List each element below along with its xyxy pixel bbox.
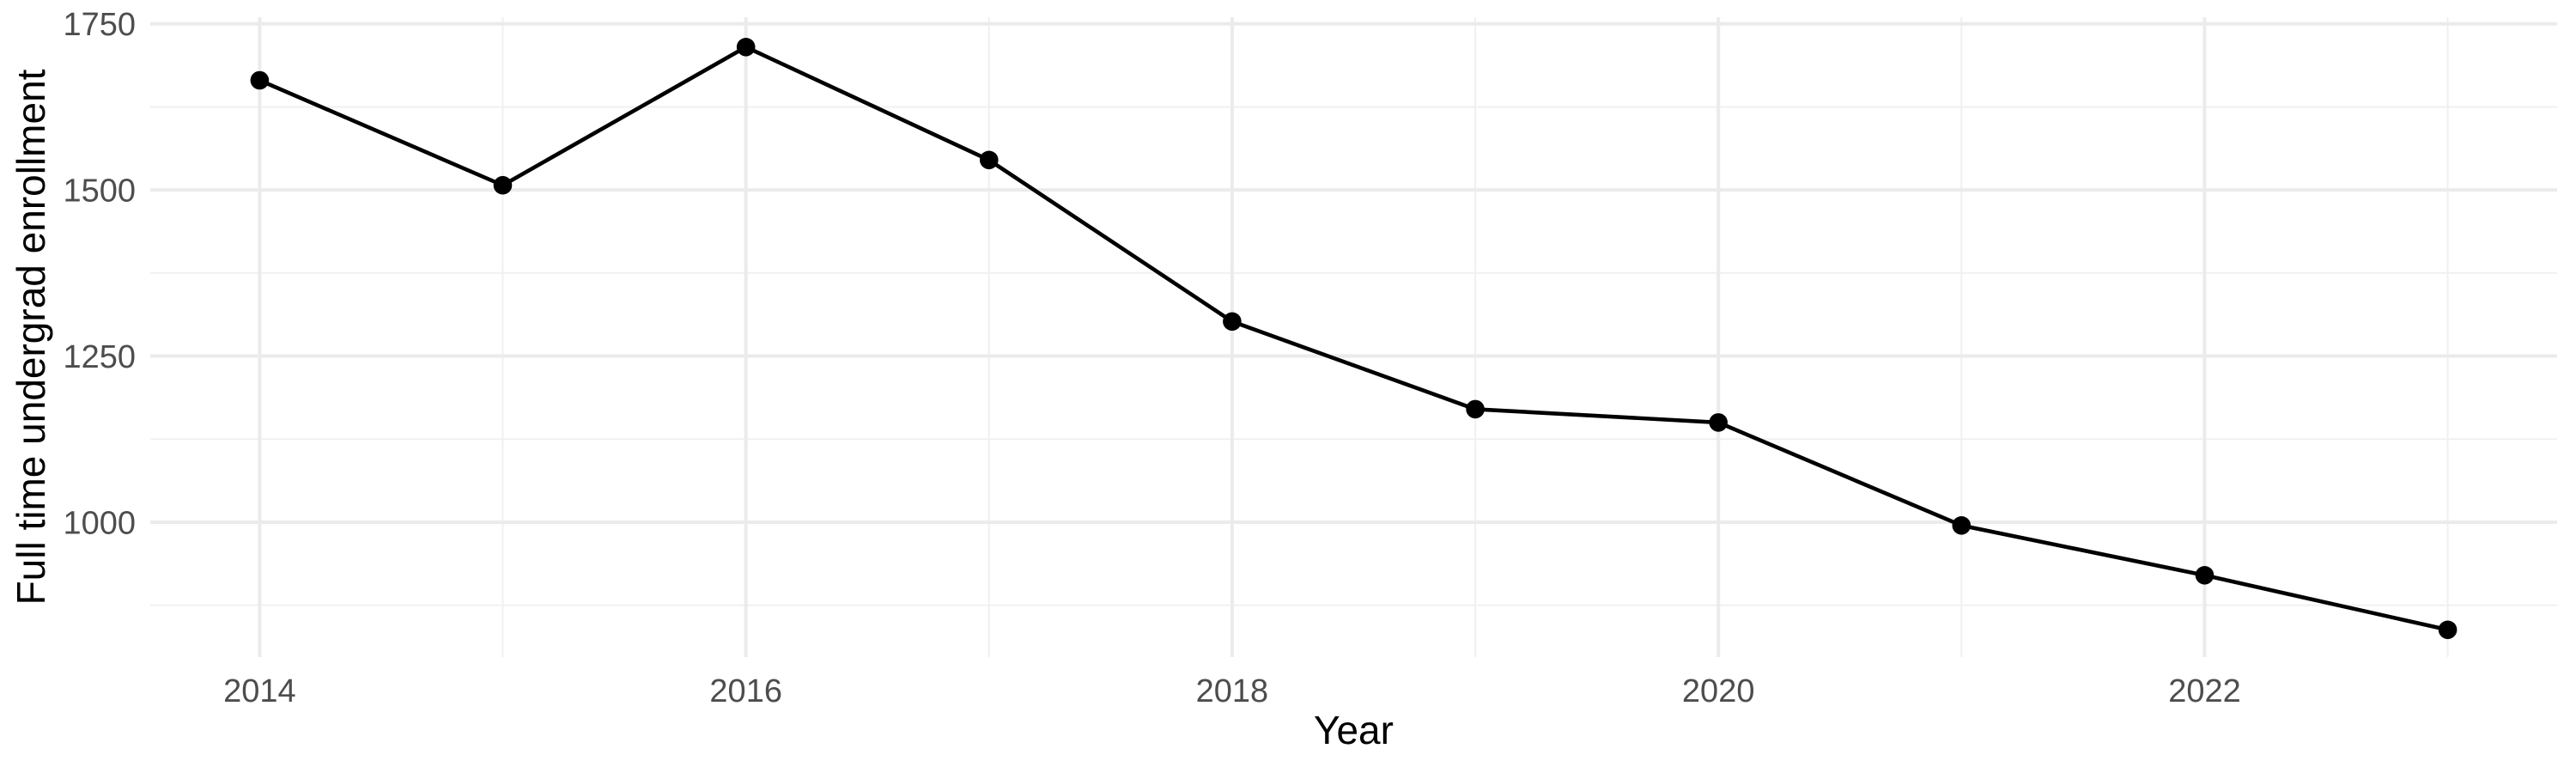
- data-point: [1223, 312, 1242, 332]
- x-tick-label: 2018: [1196, 673, 1269, 709]
- data-point: [1952, 516, 1971, 535]
- x-tick-label: 2020: [1682, 673, 1755, 709]
- data-point: [2438, 620, 2458, 640]
- x-tick-label: 2016: [709, 673, 782, 709]
- major-gridlines: [150, 17, 2557, 657]
- y-axis-tick-labels: 1000 1250 1500 1750: [63, 7, 136, 541]
- x-tick-label: 2022: [2168, 673, 2241, 709]
- data-point: [1466, 399, 1485, 419]
- data-point: [980, 150, 999, 170]
- data-point: [1709, 413, 1728, 432]
- minor-gridlines: [150, 17, 2557, 657]
- x-tick-label: 2014: [223, 673, 296, 709]
- x-axis-tick-labels: 2014 2016 2018 2020 2022: [223, 673, 2241, 709]
- data-point: [2195, 566, 2215, 585]
- enrollment-line: [258, 45, 2449, 632]
- data-point: [493, 175, 513, 195]
- y-tick-label: 1250: [63, 339, 136, 375]
- y-tick-label: 1500: [63, 173, 136, 210]
- y-tick-label: 1000: [63, 506, 136, 542]
- data-points: [250, 38, 2458, 640]
- y-tick-label: 1750: [63, 7, 136, 43]
- data-point: [250, 70, 270, 90]
- data-point: [736, 38, 756, 57]
- y-axis-title: Full time undergrad enrollment: [9, 69, 53, 605]
- x-axis-title: Year: [1314, 708, 1394, 752]
